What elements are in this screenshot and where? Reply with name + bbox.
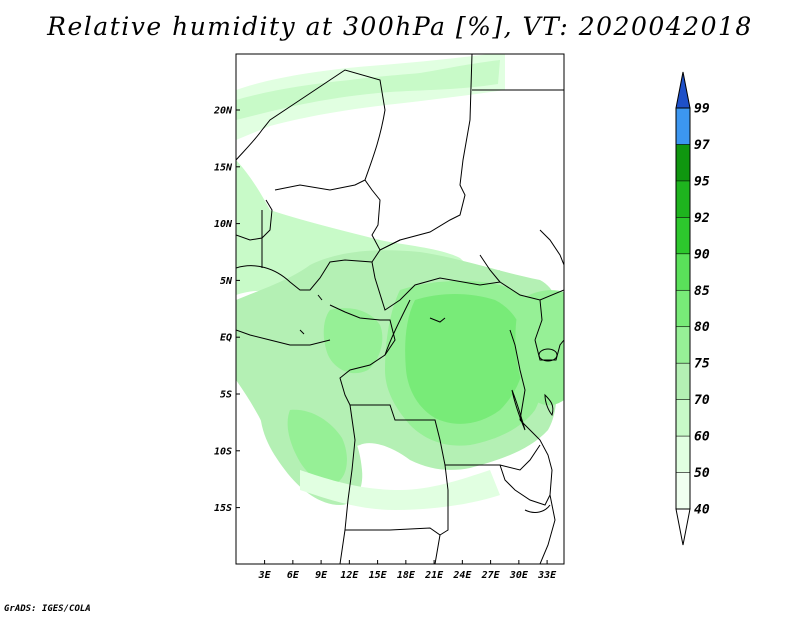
colorbar-min-triangle: [675, 508, 691, 546]
chart-title: Relative humidity at 300hPa [%], VT: 202…: [47, 12, 753, 41]
humidity-area-south: [300, 470, 500, 510]
lon-label: 9E: [315, 570, 328, 581]
map-frame: [235, 53, 565, 565]
humidity-area-southwest-core: [287, 409, 347, 484]
colorbar-label: 75: [694, 357, 710, 372]
colorbar-swatch: [676, 253, 690, 291]
lon-label: 33E: [537, 570, 557, 581]
colorbar-label: 40: [694, 503, 710, 518]
lakes: [299, 294, 558, 513]
lat-label: 20N: [213, 106, 233, 117]
lon-label: 15E: [369, 570, 388, 581]
colorbar-swatch: [676, 399, 690, 437]
lat-label: EQ: [220, 333, 232, 344]
humidity-area-gabon: [323, 308, 383, 374]
lon-label: 30E: [509, 570, 529, 581]
colorbar-label: 92: [694, 211, 710, 226]
colorbar-label: 60: [694, 430, 710, 445]
colorbar-swatch: [676, 326, 690, 364]
lon-label: 21E: [424, 570, 444, 581]
lon-label: 6E: [287, 570, 300, 581]
colorbar-swatch: [676, 180, 690, 218]
lat-label: 15S: [214, 503, 232, 514]
lat-label: 15N: [214, 162, 233, 173]
colorbar-swatch: [676, 108, 690, 145]
colorbar-swatch: [676, 363, 690, 400]
grads-credit: GrADS: IGES/COLA: [4, 604, 91, 614]
country-borders: [236, 54, 564, 564]
lon-label: 12E: [340, 570, 359, 581]
longitude-axis: 3E 6E 9E 12E 15E 18E 21E 24E 27E 30E 33E: [258, 560, 557, 581]
colorbar-label: 85: [694, 284, 710, 299]
colorbar-label: 99: [694, 102, 710, 117]
colorbar-label: 90: [694, 247, 710, 262]
colorbar-swatch: [676, 217, 690, 254]
colorbar-label: 95: [694, 174, 710, 189]
colorbar-label: 70: [694, 393, 710, 408]
lon-label: 27E: [481, 570, 501, 581]
lat-label: 10S: [214, 446, 232, 457]
colorbar-label: 97: [694, 138, 710, 153]
humidity-area-core-deep: [405, 294, 525, 424]
colorbar-label: 80: [694, 320, 710, 335]
humidity-area-north-core: [236, 60, 500, 120]
colorbar-swatch: [676, 436, 690, 473]
colorbar-max-triangle: [675, 71, 691, 109]
lon-label: 3E: [258, 570, 272, 581]
humidity-area-east: [515, 290, 564, 406]
colorbar-label: 50: [694, 466, 710, 481]
lon-label: 24E: [452, 570, 472, 581]
colorbar-swatch: [676, 472, 690, 509]
lat-label: 5S: [220, 390, 232, 401]
lat-label: 5N: [220, 276, 233, 287]
latitude-axis: 20N 15N 10N 5N EQ 5S 10S 15S: [213, 106, 240, 514]
lat-label: 10N: [214, 219, 233, 230]
colorbar: 40 50 60 70 75 80 85 90 92 95 97 99: [675, 71, 710, 546]
humidity-shading: [236, 54, 564, 510]
colorbar-swatch: [676, 144, 690, 181]
lon-label: 18E: [397, 570, 416, 581]
colorbar-swatch: [676, 290, 690, 327]
